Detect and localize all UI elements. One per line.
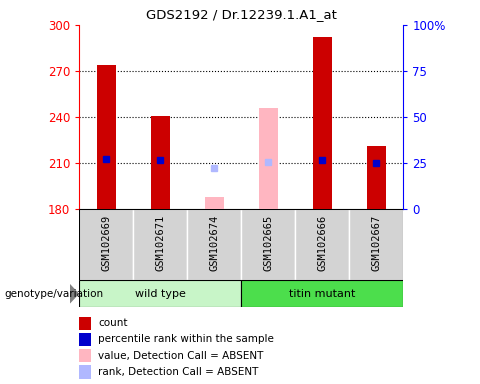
Text: count: count	[98, 318, 128, 328]
Bar	[241, 280, 403, 307]
Text: GSM102669: GSM102669	[101, 214, 111, 270]
Title: GDS2192 / Dr.12239.1.A1_at: GDS2192 / Dr.12239.1.A1_at	[146, 8, 336, 21]
Bar	[133, 209, 187, 280]
Bar	[313, 37, 332, 209]
Bar	[241, 209, 295, 280]
Bar	[79, 333, 91, 346]
Bar	[259, 108, 277, 209]
Bar	[79, 280, 241, 307]
Text: GSM102671: GSM102671	[155, 214, 165, 270]
Bar	[295, 209, 349, 280]
Bar	[367, 146, 385, 209]
Bar	[79, 349, 91, 362]
Bar	[97, 65, 116, 209]
Text: GSM102667: GSM102667	[371, 214, 381, 270]
Bar	[349, 209, 403, 280]
Polygon shape	[70, 285, 78, 303]
Text: value, Detection Call = ABSENT: value, Detection Call = ABSENT	[98, 351, 264, 361]
Text: rank, Detection Call = ABSENT: rank, Detection Call = ABSENT	[98, 367, 259, 377]
Text: GSM102674: GSM102674	[209, 214, 219, 270]
Text: GSM102666: GSM102666	[317, 214, 327, 270]
Bar	[205, 197, 224, 209]
Bar	[151, 116, 169, 209]
Text: wild type: wild type	[135, 289, 186, 299]
Text: percentile rank within the sample: percentile rank within the sample	[98, 334, 275, 344]
Text: genotype/variation: genotype/variation	[5, 289, 104, 299]
Text: GSM102665: GSM102665	[263, 214, 273, 270]
Text: titin mutant: titin mutant	[289, 289, 355, 299]
Bar	[79, 316, 91, 329]
Bar	[79, 209, 133, 280]
Bar	[187, 209, 241, 280]
Bar	[79, 366, 91, 379]
